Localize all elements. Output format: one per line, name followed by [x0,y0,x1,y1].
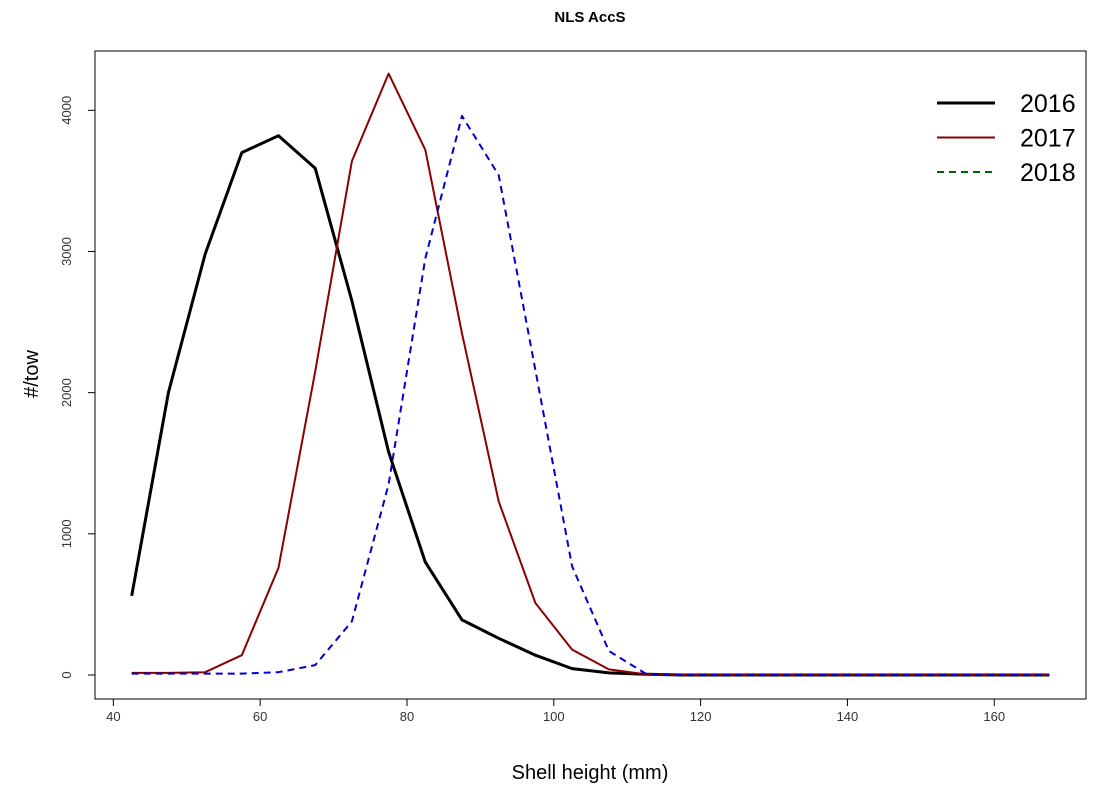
x-tick-label: 40 [106,709,120,724]
x-tick-label: 140 [837,709,859,724]
y-tick-label: 3000 [59,237,74,266]
y-tick-label: 4000 [59,96,74,125]
legend-label: 2018 [1020,159,1076,187]
legend-label: 2017 [1020,125,1076,153]
x-axis-label: Shell height (mm) [512,762,669,784]
series-line [131,72,1050,676]
x-tick-label: 80 [400,709,414,724]
x-tick-label: 120 [690,709,712,724]
legend-label: 2016 [1020,90,1076,118]
x-tick-label: 160 [983,709,1005,724]
plot-frame [94,50,1087,700]
x-tick-label: 60 [253,709,267,724]
y-tick-label: 0 [59,671,74,678]
x-tick-label: 100 [543,709,565,724]
series-line [131,114,1050,676]
y-tick-label: 1000 [59,519,74,548]
series-line [130,134,1050,677]
y-tick-label: 2000 [59,378,74,407]
y-axis-label: #/tow [21,350,43,398]
chart-title: NLS AccS [554,9,625,26]
